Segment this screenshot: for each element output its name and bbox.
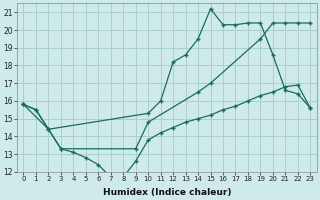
X-axis label: Humidex (Indice chaleur): Humidex (Indice chaleur) bbox=[103, 188, 231, 197]
